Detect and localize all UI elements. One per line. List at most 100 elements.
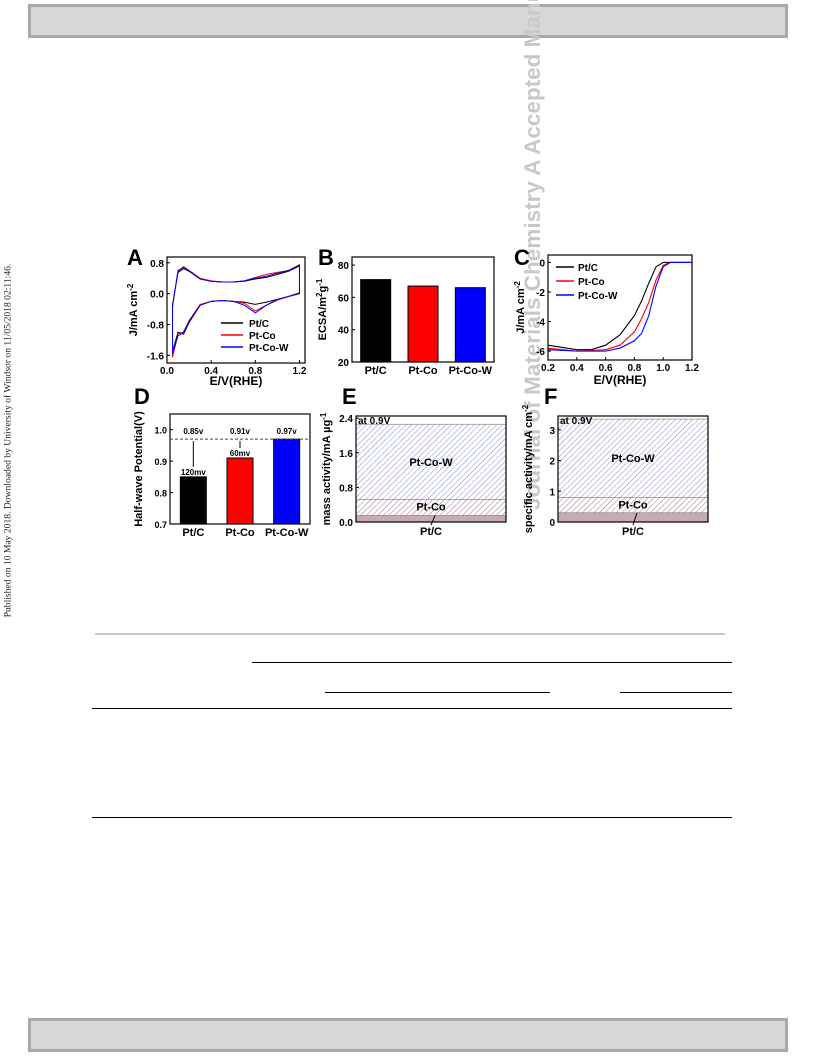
x-tick-label: 1.2	[293, 366, 307, 377]
bar-pt-co	[407, 285, 439, 363]
difference-label: 120mv	[181, 468, 206, 477]
x-tick-label: 1.2	[685, 363, 699, 374]
y-axis-label: mass activity/mA µg-1	[319, 412, 333, 525]
legend-label: Pt-Co-W	[578, 291, 618, 302]
plot-frame	[355, 415, 507, 523]
bar-label-pt-co: Pt-Co	[618, 499, 648, 511]
plot-frame	[166, 256, 306, 364]
x-tick-label: 0.0	[160, 366, 174, 377]
y-tick-label: -6	[536, 347, 545, 358]
panel-d: D 1.0 0.9 0.8 0.7 Pt/C Pt-Co Pt-Co-W 0.85v 0.91v 0…	[130, 384, 315, 543]
bar-pt-co	[226, 457, 254, 525]
legend-label: Pt-Co-W	[249, 343, 289, 354]
table-rule-mid	[92, 708, 732, 709]
condition-label: at 0.9V	[560, 416, 593, 427]
y-axis-label: J/mA cm-2	[126, 283, 140, 336]
legend-label: Pt/C	[578, 263, 598, 274]
x-category-label: Pt/C	[182, 527, 204, 539]
x-axis-label: E/V(RHE)	[210, 374, 263, 388]
page-header-band	[28, 4, 788, 38]
value-label: 0.85v	[183, 427, 204, 436]
y-tick-label: 0.8	[150, 259, 164, 270]
panel-a-chart: A 0.0 0.4 0.8 1.2 0.8 0.0 -0.8 -1.6 E/V(RHE) J/mA …	[126, 245, 307, 388]
y-tick-label: 1.6	[339, 449, 353, 460]
y-tick-label: -4	[536, 318, 545, 329]
bar-label-pt-co-w: Pt-Co-W	[611, 453, 655, 465]
y-tick-label: 1.0	[154, 426, 167, 436]
panel-f-chart: F 3 2 1 0 at 0.9V Pt-Co-W Pt-Co Pt/C specific act…	[521, 384, 709, 538]
y-tick-label: 2	[549, 457, 555, 468]
panel-label: D	[134, 388, 150, 409]
y-tick-label: 0.7	[154, 520, 167, 530]
panel-e-chart: E 2.4 1.6 0.8 0.0 at 0.9V Pt-Co-W Pt-Co Pt/C mass…	[319, 384, 507, 538]
y-tick-label: 20	[338, 358, 350, 369]
y-axis-label: ECSA/m2g-1	[315, 278, 329, 340]
y-axis-label: Half-wave Potential(V)	[133, 411, 145, 527]
panel-a: A 0.0 0.4 0.8 1.2 0.8 0.0 -0.8 -1.6 E/V(RHE) J/mA …	[125, 245, 310, 395]
x-tick-label: 0.2	[541, 363, 555, 374]
y-tick-label: 0.9	[154, 457, 167, 467]
table-rule-sub-2	[620, 692, 732, 693]
y-tick-label: 80	[338, 261, 350, 272]
x-tick-label: 0.8	[627, 363, 641, 374]
y-tick-label: 0.0	[150, 290, 164, 301]
x-category-label: Pt-Co	[225, 527, 255, 539]
panel-label: B	[318, 245, 334, 270]
bar-pt-c	[355, 515, 507, 523]
plot-frame	[547, 254, 693, 361]
y-axis-label: J/mA cm-2	[513, 281, 527, 334]
bar-pt-co-w	[454, 287, 486, 363]
bar-label-pt-co: Pt-Co	[416, 502, 446, 514]
bar-label-pt-c: Pt/C	[622, 526, 644, 538]
y-tick-label: 1	[549, 487, 555, 498]
table-rule-bottom	[92, 817, 732, 818]
value-label: 0.91v	[230, 427, 251, 436]
x-category-label: Pt-Co-W	[449, 365, 493, 377]
table-rule-header	[252, 662, 732, 663]
plot-frame	[351, 256, 495, 363]
plot-frame	[169, 413, 311, 525]
publication-notice: Published on 10 May 2018. Downloaded by …	[2, 263, 14, 618]
x-tick-label: 0.6	[599, 363, 613, 374]
legend-label: Pt-Co	[578, 277, 605, 288]
page-footer-band	[28, 1018, 788, 1052]
y-tick-label: 60	[338, 293, 350, 304]
y-tick-label: 2.4	[339, 414, 353, 425]
value-label: 0.97v	[277, 427, 298, 436]
legend-label: Pt-Co	[249, 331, 276, 342]
y-tick-label: 0	[549, 518, 555, 529]
x-tick-label: 1.0	[656, 363, 670, 374]
x-axis-label: E/V(RHE)	[594, 373, 647, 387]
y-tick-label: -1.6	[147, 351, 165, 362]
x-category-label: Pt-Co-W	[265, 527, 309, 539]
plot-frame	[557, 415, 709, 523]
panel-c-chart: C 0.2 0.4 0.6 0.8 1.0 1.2 0 -2 -4 -6 E/V(RHE) J/mA c…	[513, 245, 699, 387]
panel-b: B 80 60 40 20 Pt/C Pt-Co Pt-Co-W ECSA/m2g-1	[312, 245, 497, 395]
condition-label: at 0.9V	[358, 416, 391, 427]
x-tick-label: 0.4	[204, 366, 218, 377]
cv-curve-pt-co-w	[172, 264, 300, 354]
pointer-line	[430, 515, 436, 526]
y-tick-label: 40	[338, 326, 350, 337]
panel-e: E 2.4 1.6 0.8 0.0 at 0.9V Pt-Co-W Pt-Co Pt/C mass…	[318, 384, 513, 543]
table-rule-top	[95, 633, 725, 635]
bar-pt-c	[360, 279, 392, 363]
panel-c: C 0.2 0.4 0.6 0.8 1.0 1.2 0 -2 -4 -6 E/V(RHE) J/mA c…	[510, 245, 700, 397]
difference-label: 60mv	[230, 449, 251, 458]
panel-d-chart: D 1.0 0.9 0.8 0.7 Pt/C Pt-Co Pt-Co-W 0.85v 0.91v 0…	[133, 384, 311, 539]
bar-pt-c	[557, 512, 709, 523]
panel-label: A	[127, 245, 143, 270]
y-tick-label: 3	[549, 426, 555, 437]
legend-label: Pt/C	[249, 319, 269, 330]
y-tick-label: -2	[536, 288, 545, 299]
panel-f: F 3 2 1 0 at 0.9V Pt-Co-W Pt-Co Pt/C specific act…	[520, 384, 715, 543]
y-tick-label: 0	[539, 258, 545, 269]
panel-label: F	[544, 388, 557, 409]
x-category-label: Pt-Co	[408, 365, 438, 377]
y-tick-label: 0.0	[339, 518, 353, 529]
y-tick-label: -0.8	[147, 320, 165, 331]
x-tick-label: 0.4	[570, 363, 584, 374]
x-tick-label: 0.8	[248, 366, 262, 377]
x-category-label: Pt/C	[365, 365, 387, 377]
table-rule-sub-1	[325, 692, 550, 693]
